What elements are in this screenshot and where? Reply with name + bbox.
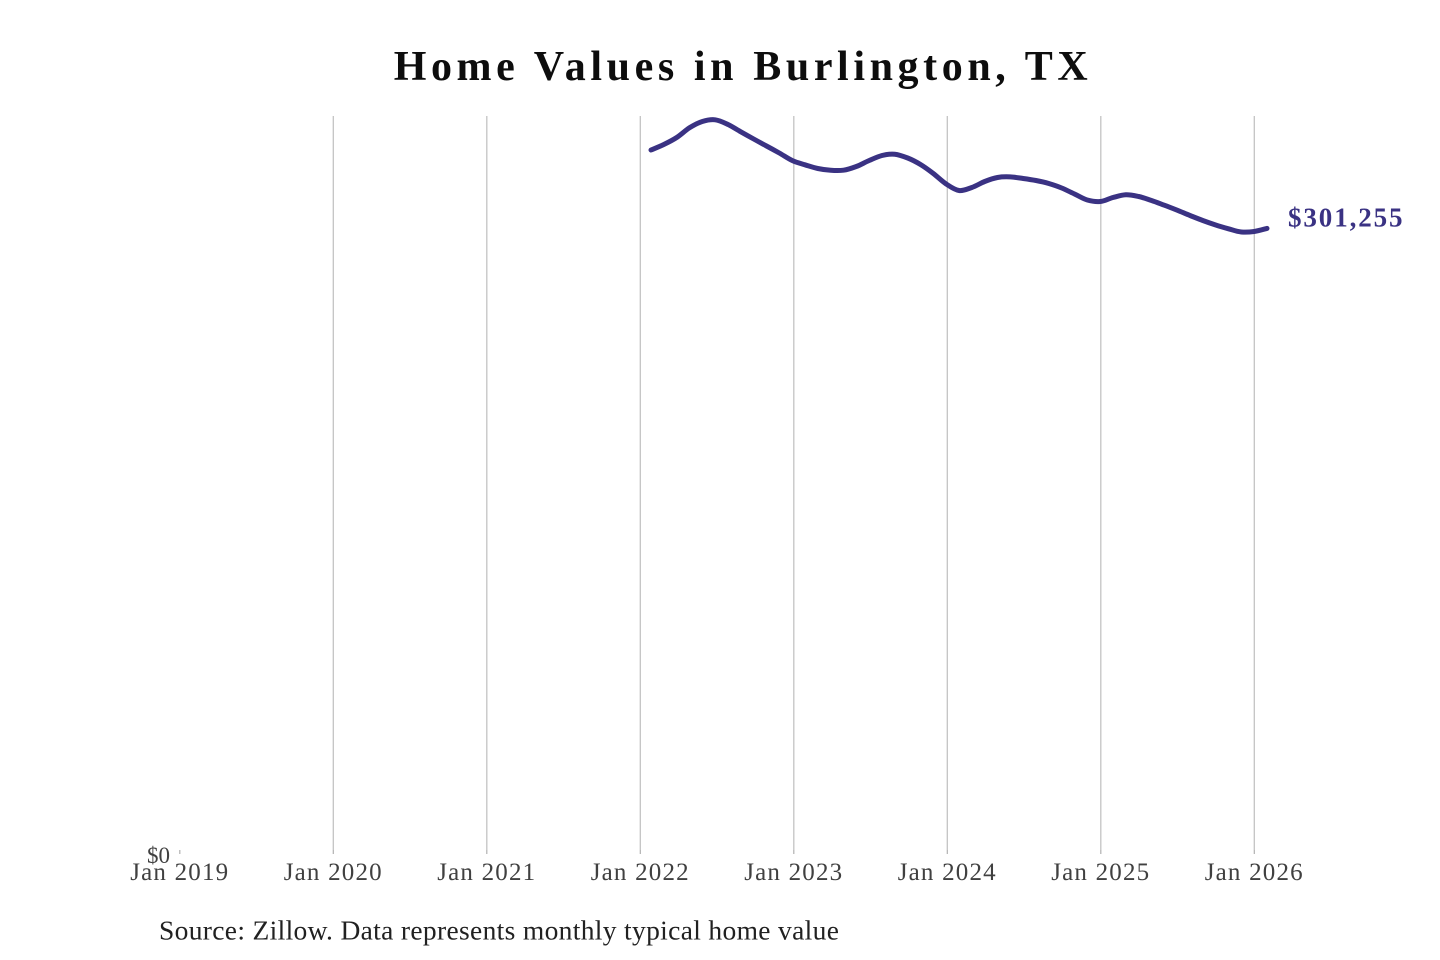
svg-text:Jan 2020: Jan 2020: [284, 859, 383, 886]
svg-text:$0: $0: [147, 843, 170, 868]
svg-text:Jan 2023: Jan 2023: [744, 859, 843, 886]
svg-text:Home Values in Burlington, TX: Home Values in Burlington, TX: [394, 44, 1093, 90]
svg-text:Jan 2025: Jan 2025: [1051, 859, 1150, 886]
svg-text:Source: Zillow. Data represent: Source: Zillow. Data represents monthly …: [159, 915, 839, 946]
svg-text:Jan 2019: Jan 2019: [130, 859, 229, 886]
svg-text:Jan 2021: Jan 2021: [437, 859, 536, 886]
svg-text:Jan 2022: Jan 2022: [591, 859, 690, 886]
svg-text:Jan 2024: Jan 2024: [898, 859, 997, 886]
svg-text:$301,255: $301,255: [1288, 203, 1404, 233]
svg-text:Jan 2026: Jan 2026: [1205, 859, 1304, 886]
